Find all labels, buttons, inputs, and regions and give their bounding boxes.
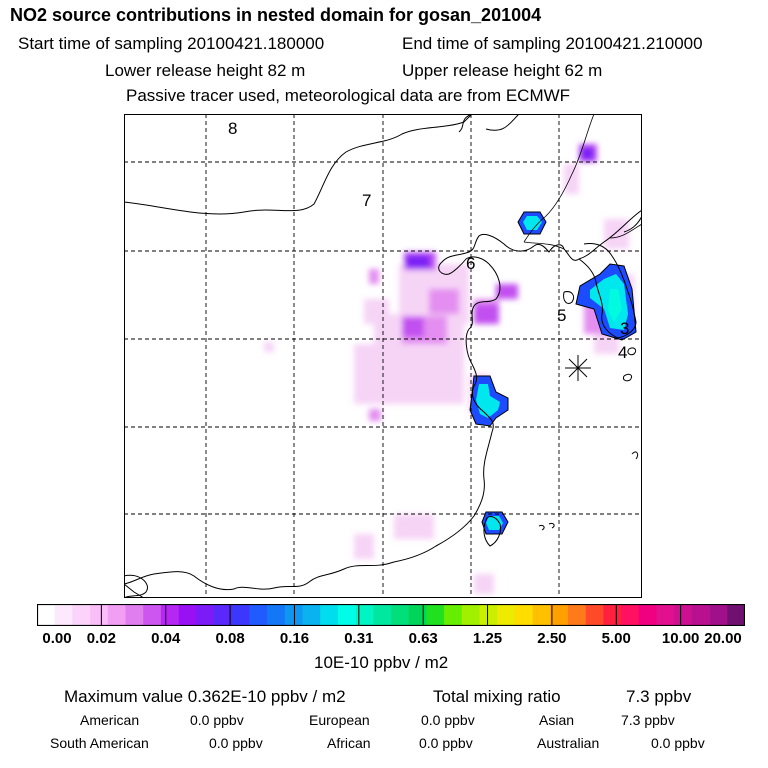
- region-asian-value: 7.3 ppbv: [621, 712, 675, 728]
- colorbar-swatch: [284, 604, 303, 626]
- colorbar-swatch: [302, 604, 321, 626]
- colorbar-swatch: [54, 604, 73, 626]
- plot-title: NO2 source contributions in nested domai…: [10, 5, 542, 25]
- region-european-value: 0.0 ppbv: [421, 712, 475, 728]
- colorbar-swatch: [550, 604, 569, 626]
- colorbar-swatch: [497, 604, 516, 626]
- colorbar-swatch: [568, 604, 586, 626]
- region-asian-name: Asian: [539, 712, 575, 728]
- colorbar-swatch: [426, 604, 445, 626]
- colorbar-swatch: [160, 604, 179, 626]
- grid-label-8: 8: [228, 119, 237, 138]
- lower-release-label: Lower release height 82 m: [105, 61, 306, 80]
- colorbar-swatch: [249, 604, 268, 626]
- colorbar-swatch: [178, 604, 197, 626]
- region-american-name: American: [80, 712, 140, 728]
- region-south-american-name: South American: [50, 735, 149, 751]
- start-time-label: Start time of sampling 20100421.180000: [18, 34, 325, 53]
- colorbar-swatch: [408, 604, 427, 626]
- region-african-value: 0.0 ppbv: [419, 735, 473, 751]
- region-australian-name: Australian: [537, 735, 600, 751]
- grid-label-6: 6: [466, 254, 475, 273]
- colorbar-swatch: [444, 604, 463, 626]
- colorbar-swatch: [656, 604, 675, 626]
- colorbar-tick-label: 0.08: [215, 630, 245, 647]
- colorbar-swatch: [37, 604, 55, 626]
- grid-lines: [124, 114, 642, 598]
- grid-label-4: 4: [618, 343, 627, 362]
- colorbar-tick-label: 0.00: [42, 630, 72, 647]
- colorbar: [37, 604, 745, 626]
- colorbar-swatch: [621, 604, 640, 626]
- tracer-note: Passive tracer used, meteorological data…: [126, 86, 571, 105]
- region-african-name: African: [327, 735, 371, 751]
- hotspot-shanghai: [469, 375, 509, 427]
- colorbar-frame: [37, 604, 745, 626]
- colorbar-swatch: [320, 604, 339, 626]
- colorbar-swatch: [196, 604, 215, 626]
- colorbar-swatch: [391, 604, 409, 626]
- colorbar-tick-label: 5.00: [601, 630, 631, 647]
- colorbar-swatch: [691, 604, 710, 626]
- coastlines: [124, 114, 642, 598]
- receptor-star-icon: [565, 355, 591, 381]
- total-mixing-label: Total mixing ratio: [433, 687, 561, 706]
- colorbar-swatch: [727, 604, 745, 626]
- region-american-value: 0.0 ppbv: [190, 712, 244, 728]
- colorbar-swatch: [267, 604, 286, 626]
- colorbar-swatch: [674, 604, 693, 626]
- colorbar-swatch: [355, 604, 374, 626]
- colorbar-tick-label: 2.50: [537, 630, 567, 647]
- max-value-label: Maximum value 0.362E-10 ppbv / m2: [64, 687, 346, 706]
- colorbar-swatch: [107, 604, 126, 626]
- grid-label-5: 5: [557, 306, 566, 325]
- colorbar-swatch: [603, 604, 622, 626]
- borders: [523, 114, 642, 250]
- grid-label-3: 3: [620, 319, 629, 338]
- colorbar-swatch: [214, 604, 232, 626]
- upper-release-label: Upper release height 62 m: [402, 61, 603, 80]
- colorbar-swatch: [585, 604, 604, 626]
- colorbar-swatch: [709, 604, 728, 626]
- hotspot-taiwan: [481, 511, 509, 535]
- colorbar-swatch: [373, 604, 392, 626]
- colorbar-unit: 10E-10 ppbv / m2: [314, 653, 449, 672]
- colorbar-tick-label: 0.02: [86, 630, 116, 647]
- colorbar-tick-label: 0.31: [344, 630, 374, 647]
- colorbar-swatch: [143, 604, 162, 626]
- region-australian-value: 0.0 ppbv: [651, 735, 705, 751]
- map-frame: [124, 114, 642, 598]
- colorbar-swatch: [231, 604, 250, 626]
- colorbar-swatch: [90, 604, 109, 626]
- colorbar-tick-label: 1.25: [472, 630, 503, 647]
- colorbar-swatch: [514, 604, 533, 626]
- colorbar-swatch: [461, 604, 480, 626]
- colorbar-tick-label: 20.00: [704, 630, 742, 647]
- colorbar-swatch: [125, 604, 144, 626]
- end-time-label: End time of sampling 20100421.210000: [402, 34, 703, 53]
- colorbar-swatch: [479, 604, 498, 626]
- colorbar-tick-label: 10.00: [661, 630, 700, 647]
- colorbar-tick-label: 0.04: [151, 630, 181, 647]
- region-european-name: European: [309, 712, 370, 728]
- colorbar-swatch: [72, 604, 91, 626]
- colorbar-swatch: [532, 604, 551, 626]
- colorbar-swatch: [337, 604, 356, 626]
- hotspot-korea: [575, 263, 637, 341]
- colorbar-tick-label: 0.16: [279, 630, 310, 647]
- region-south-american-value: 0.0 ppbv: [209, 735, 263, 751]
- grid-label-7: 7: [362, 191, 371, 210]
- colorbar-tick-label: 0.63: [408, 630, 438, 647]
- hotspot-beijing: [517, 211, 547, 235]
- colorbar-swatch: [638, 604, 657, 626]
- map-plot: 8 7 6 5 3 4: [124, 114, 642, 598]
- total-mixing-value: 7.3 ppbv: [626, 687, 692, 706]
